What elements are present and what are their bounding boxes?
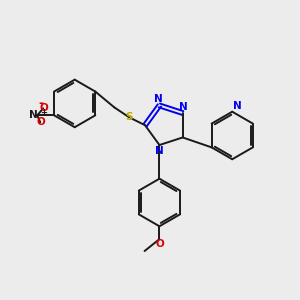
- Text: O: O: [40, 103, 49, 113]
- Text: N: N: [154, 94, 163, 104]
- Text: -: -: [39, 97, 44, 110]
- Text: O: O: [155, 239, 164, 249]
- Text: N: N: [28, 110, 37, 120]
- Text: S: S: [125, 112, 133, 122]
- Text: +: +: [40, 108, 47, 117]
- Text: N: N: [179, 102, 188, 112]
- Text: N: N: [233, 101, 242, 111]
- Text: O: O: [37, 117, 46, 127]
- Text: N: N: [155, 146, 164, 156]
